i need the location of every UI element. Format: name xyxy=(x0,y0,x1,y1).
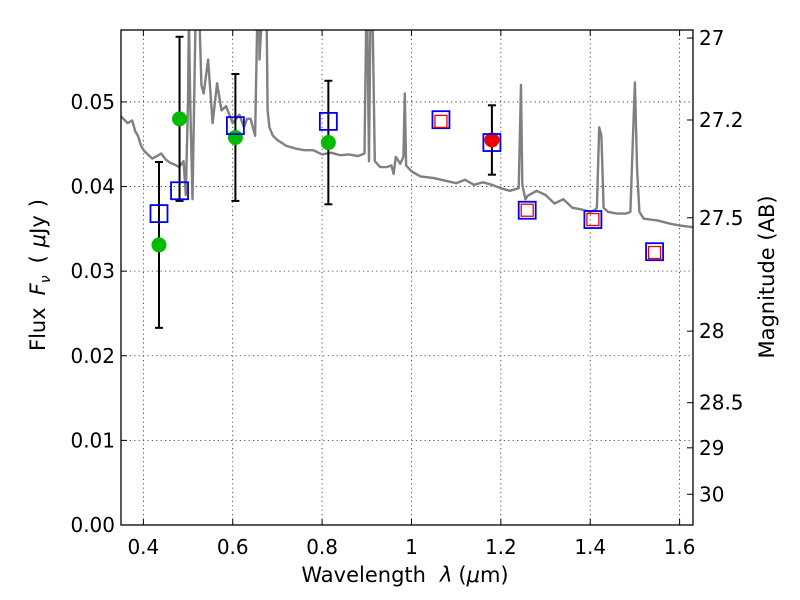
y-tick-label: 0.03 xyxy=(70,259,115,283)
x-tick-label: 1.4 xyxy=(574,535,606,559)
red-square-marker xyxy=(586,212,600,227)
plot-frame xyxy=(120,29,694,526)
green-data-point xyxy=(320,135,336,151)
grid-lines xyxy=(121,30,693,526)
blue-square-marker xyxy=(318,111,338,131)
blue-square-marker xyxy=(482,133,502,152)
y2-tick-label: 29 xyxy=(699,436,724,460)
blue-square-marker xyxy=(517,200,537,220)
axes: 0.4 0.6 0.8 1 1.2 1.4 1.6 0.00 0.01 0.02 0.03 0.04 0… xyxy=(70,26,743,559)
model-sed-line xyxy=(121,30,693,229)
y-tick-label: 0.05 xyxy=(70,90,115,114)
y2-axis-label: Magnitude (AB) xyxy=(755,195,779,358)
y-tick-label: 0.02 xyxy=(70,344,115,368)
x-tick-label: 0.4 xyxy=(127,535,159,559)
x-tick-label: 0.8 xyxy=(306,535,338,559)
green-data-point xyxy=(172,111,188,127)
y2-tick-label: 27 xyxy=(699,26,724,50)
y-tick-label: 0.01 xyxy=(70,428,115,452)
y2-tick-label: 30 xyxy=(699,482,724,506)
blue-square-marker xyxy=(225,116,245,136)
blue-square-marker xyxy=(583,210,603,229)
x-tick-label: 1 xyxy=(405,535,418,559)
y-tick-label: 0.04 xyxy=(70,175,115,199)
green-data-point xyxy=(151,237,167,253)
x-tick-label: 1.6 xyxy=(664,535,696,559)
green-data-point xyxy=(227,129,243,145)
blue-square-marker xyxy=(431,110,451,130)
red-square-marker xyxy=(434,114,448,129)
x-axis-label: Wavelength λ (μm) xyxy=(301,563,508,587)
x-tick-label: 0.6 xyxy=(217,535,249,559)
red-square-marker xyxy=(520,203,534,217)
red-square-marker xyxy=(647,245,662,260)
y2-tick-label: 27.2 xyxy=(699,108,744,132)
blue-square-marker xyxy=(645,242,664,262)
y-tick-label: 0.00 xyxy=(70,513,115,537)
y2-tick-label: 27.5 xyxy=(699,206,744,230)
model-sed-layer xyxy=(121,30,693,229)
red-data-point xyxy=(484,132,500,148)
y2-tick-label: 28.5 xyxy=(699,391,744,415)
y-axis-label: FluxFν(μJy) xyxy=(26,199,54,351)
blue-square-marker xyxy=(170,181,189,201)
y2-tick-label: 28 xyxy=(699,319,724,343)
blue-square-marker xyxy=(149,204,169,224)
photometry-layer xyxy=(149,35,664,329)
x-tick-label: 1.2 xyxy=(485,535,517,559)
